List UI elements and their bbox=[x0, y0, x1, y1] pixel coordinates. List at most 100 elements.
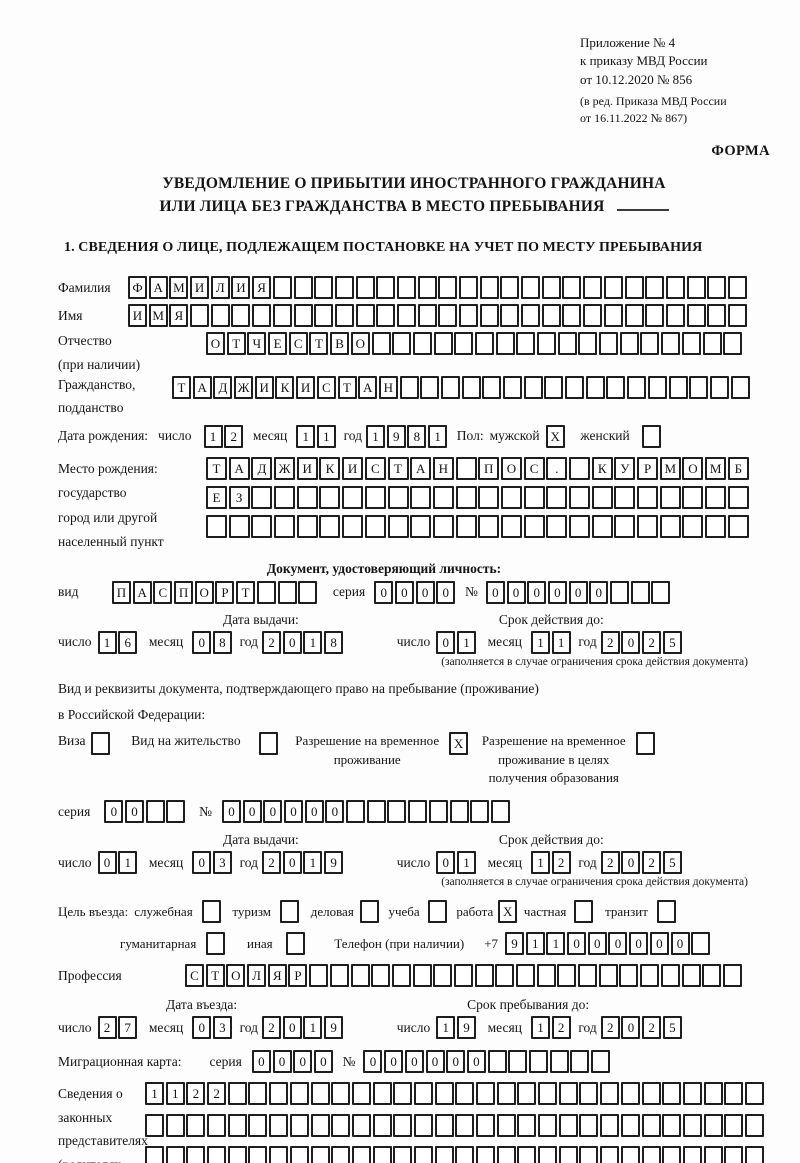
visa-checkbox[interactable] bbox=[90, 731, 110, 755]
char-cell[interactable] bbox=[227, 1114, 247, 1138]
char-cell[interactable] bbox=[455, 1146, 475, 1163]
char-cell[interactable] bbox=[272, 304, 292, 328]
char-cell[interactable]: И bbox=[254, 375, 274, 399]
char-cell[interactable]: 1 bbox=[303, 851, 323, 875]
char-cell[interactable] bbox=[722, 964, 742, 988]
char-cell[interactable] bbox=[412, 964, 432, 988]
char-cell[interactable]: 9 bbox=[324, 851, 344, 875]
char-cell[interactable]: 1 bbox=[303, 630, 323, 654]
char-cell[interactable] bbox=[455, 1082, 475, 1106]
char-cell[interactable]: Т bbox=[387, 456, 409, 480]
char-cell[interactable]: 0 bbox=[394, 580, 414, 604]
char-cell[interactable] bbox=[702, 964, 722, 988]
char-cell[interactable]: 0 bbox=[425, 1050, 445, 1074]
char-cell[interactable]: 2 bbox=[224, 424, 244, 448]
char-cell[interactable] bbox=[274, 485, 296, 509]
char-cell[interactable]: О bbox=[500, 456, 522, 480]
char-cell[interactable] bbox=[579, 1114, 599, 1138]
char-cell[interactable] bbox=[521, 276, 541, 300]
char-cell[interactable]: П bbox=[478, 456, 500, 480]
char-cell[interactable]: 0 bbox=[485, 580, 505, 604]
char-cell[interactable] bbox=[544, 375, 564, 399]
char-cell[interactable]: 1 bbox=[551, 630, 571, 654]
char-cell[interactable] bbox=[372, 1146, 392, 1163]
char-cell[interactable] bbox=[165, 1146, 185, 1163]
char-cell[interactable] bbox=[627, 375, 647, 399]
char-cell[interactable]: 2 bbox=[207, 1082, 227, 1106]
char-cell[interactable] bbox=[459, 276, 478, 300]
char-cell[interactable]: 0 bbox=[313, 1050, 333, 1074]
purpose-tourism-checkbox[interactable] bbox=[280, 900, 300, 924]
char-cell[interactable] bbox=[227, 1082, 247, 1106]
char-cell[interactable] bbox=[578, 964, 598, 988]
char-cell[interactable]: 1 bbox=[165, 1082, 185, 1106]
char-cell[interactable]: К bbox=[275, 375, 295, 399]
char-cell[interactable]: 0 bbox=[589, 580, 609, 604]
char-cell[interactable] bbox=[661, 332, 681, 356]
char-cell[interactable] bbox=[523, 485, 545, 509]
char-cell[interactable] bbox=[682, 1146, 702, 1163]
char-cell[interactable] bbox=[558, 1146, 578, 1163]
char-cell[interactable]: 0 bbox=[363, 1050, 383, 1074]
char-cell[interactable]: Ч bbox=[247, 332, 267, 356]
char-cell[interactable]: 8 bbox=[407, 424, 427, 448]
char-cell[interactable] bbox=[681, 332, 701, 356]
char-cell[interactable] bbox=[591, 514, 613, 538]
char-cell[interactable] bbox=[686, 304, 706, 328]
char-cell[interactable] bbox=[449, 800, 469, 824]
char-cell[interactable] bbox=[659, 514, 681, 538]
char-cell[interactable] bbox=[682, 1082, 702, 1106]
char-cell[interactable] bbox=[598, 964, 618, 988]
char-cell[interactable] bbox=[599, 332, 619, 356]
char-cell[interactable]: 2 bbox=[97, 1016, 117, 1040]
char-cell[interactable] bbox=[591, 1050, 611, 1074]
char-cell[interactable] bbox=[500, 304, 520, 328]
purpose-other-checkbox[interactable] bbox=[285, 932, 305, 956]
char-cell[interactable] bbox=[682, 1114, 702, 1138]
char-cell[interactable]: И bbox=[296, 456, 318, 480]
char-cell[interactable] bbox=[371, 332, 391, 356]
char-cell[interactable]: 0 bbox=[304, 800, 324, 824]
char-cell[interactable] bbox=[420, 375, 440, 399]
char-cell[interactable] bbox=[707, 276, 727, 300]
char-cell[interactable]: 1 bbox=[118, 851, 138, 875]
char-cell[interactable]: 0 bbox=[621, 1016, 641, 1040]
char-cell[interactable]: 5 bbox=[662, 630, 682, 654]
char-cell[interactable] bbox=[703, 1146, 723, 1163]
char-cell[interactable] bbox=[651, 580, 671, 604]
char-cell[interactable]: 0 bbox=[251, 1050, 271, 1074]
char-cell[interactable] bbox=[665, 304, 685, 328]
char-cell[interactable] bbox=[256, 580, 276, 604]
char-cell[interactable]: 9 bbox=[386, 424, 406, 448]
char-cell[interactable]: 1 bbox=[436, 1016, 456, 1040]
char-cell[interactable] bbox=[569, 456, 590, 480]
char-cell[interactable] bbox=[620, 1082, 640, 1106]
char-cell[interactable] bbox=[309, 964, 329, 988]
char-cell[interactable] bbox=[331, 1082, 351, 1106]
char-cell[interactable] bbox=[570, 1050, 590, 1074]
char-cell[interactable]: Р bbox=[215, 580, 235, 604]
char-cell[interactable]: Д bbox=[213, 375, 233, 399]
char-cell[interactable] bbox=[620, 1146, 640, 1163]
char-cell[interactable]: 0 bbox=[670, 932, 690, 956]
char-cell[interactable]: З bbox=[228, 485, 250, 509]
char-cell[interactable] bbox=[641, 1146, 661, 1163]
char-cell[interactable]: В bbox=[330, 332, 350, 356]
char-cell[interactable] bbox=[296, 514, 318, 538]
char-cell[interactable] bbox=[508, 1050, 528, 1074]
char-cell[interactable] bbox=[293, 304, 313, 328]
char-cell[interactable] bbox=[410, 514, 432, 538]
char-cell[interactable] bbox=[614, 485, 636, 509]
char-cell[interactable] bbox=[500, 276, 520, 300]
char-cell[interactable] bbox=[252, 304, 272, 328]
char-cell[interactable] bbox=[691, 932, 711, 956]
char-cell[interactable] bbox=[645, 304, 665, 328]
char-cell[interactable]: 9 bbox=[324, 1016, 344, 1040]
edu-permit-checkbox[interactable] bbox=[635, 731, 655, 755]
char-cell[interactable] bbox=[342, 485, 364, 509]
char-cell[interactable] bbox=[624, 276, 644, 300]
char-cell[interactable] bbox=[583, 276, 603, 300]
char-cell[interactable] bbox=[578, 332, 598, 356]
char-cell[interactable]: 1 bbox=[530, 851, 550, 875]
char-cell[interactable] bbox=[393, 1146, 413, 1163]
